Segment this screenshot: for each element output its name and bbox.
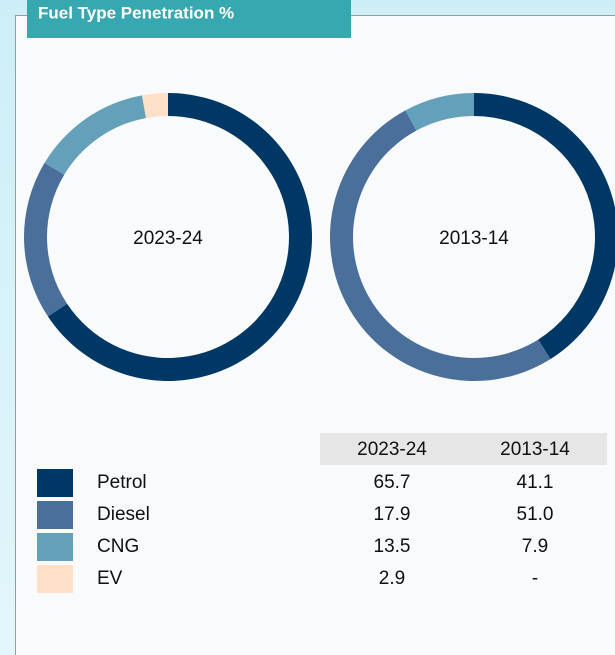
donut-segment: [44, 95, 147, 175]
panel-title: Fuel Type Penetration %: [38, 3, 234, 22]
table-cell: 17.9: [374, 504, 411, 525]
legend-swatch: [37, 469, 73, 497]
table-cell: 13.5: [374, 536, 411, 557]
table-cell: 2.9: [379, 568, 405, 589]
donut-segment: [141, 93, 168, 119]
donut-center-label: 2013-14: [439, 228, 509, 249]
title-tab: [27, 0, 351, 38]
donut-segment: [24, 162, 68, 317]
table-cell: 51.0: [517, 504, 554, 525]
donut-segment: [405, 93, 474, 131]
legend-label: CNG: [97, 536, 139, 557]
legend-label: Petrol: [97, 472, 147, 493]
donut-segment: [329, 110, 551, 382]
table-cell: 41.1: [517, 472, 554, 493]
table-cell: 7.9: [522, 536, 548, 557]
legend-swatch: [37, 565, 73, 593]
donut-segment: [474, 93, 615, 360]
table-header: 2013-14: [500, 439, 570, 460]
legend-swatch: [37, 533, 73, 561]
table-header-band: [320, 433, 607, 465]
table-cell: 65.7: [374, 472, 411, 493]
table-cell: -: [532, 568, 538, 589]
table-header: 2023-24: [357, 439, 427, 460]
legend-swatch: [37, 501, 73, 529]
donut-center-label: 2023-24: [133, 228, 203, 249]
legend-label: EV: [97, 568, 123, 589]
legend-label: Diesel: [97, 504, 150, 525]
